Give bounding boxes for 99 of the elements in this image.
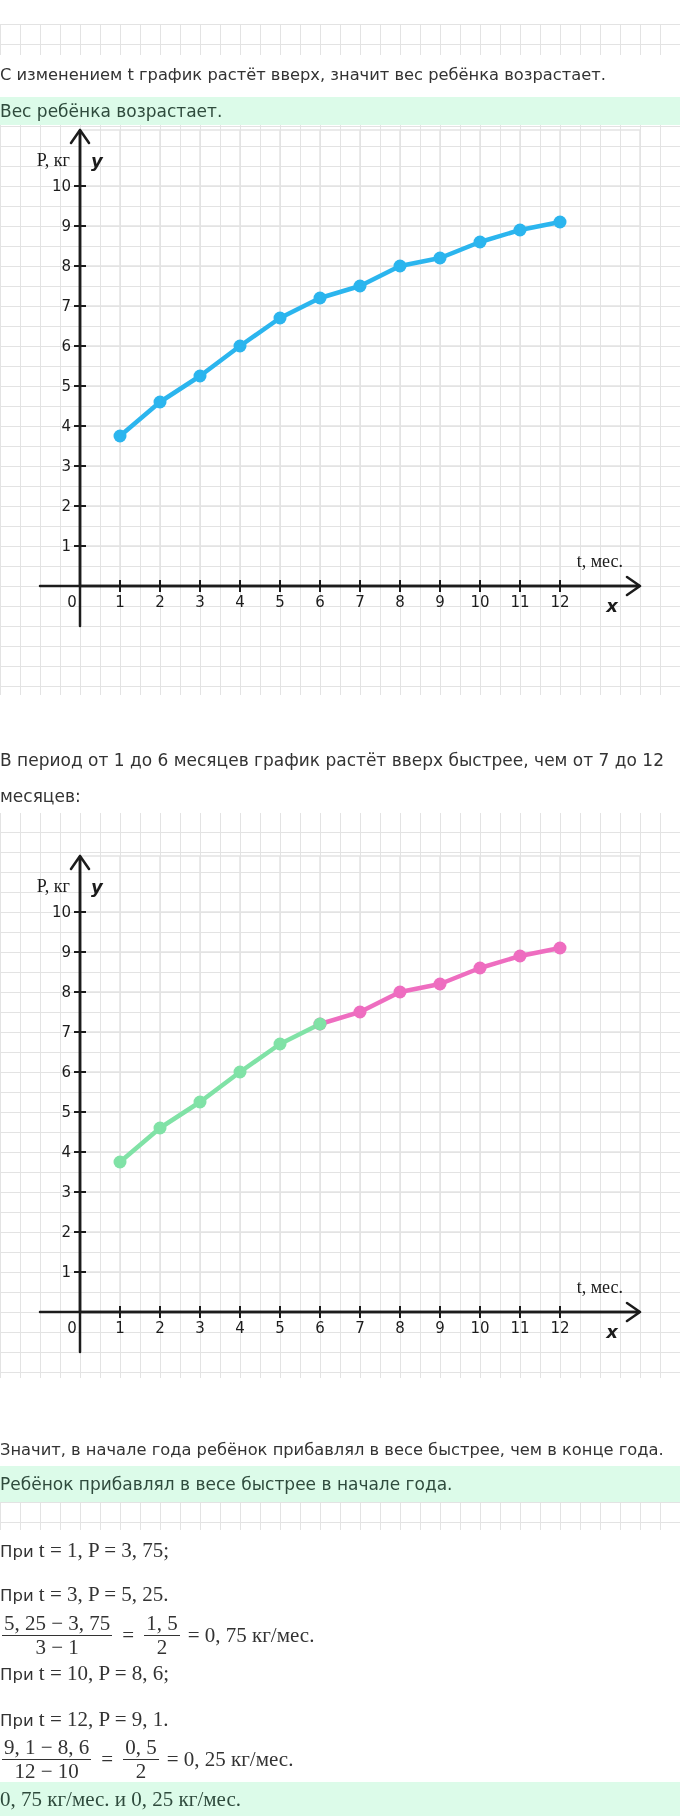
point <box>153 395 167 409</box>
x-tick-label: 9 <box>435 1319 445 1337</box>
x-tick-label: 11 <box>510 593 530 611</box>
point <box>433 977 447 991</box>
text: 1, 5 <box>144 1611 180 1636</box>
text: Значит, в начале года ребёнок прибавлял в весе быстрее, чем в конце года. <box>0 1439 665 1461</box>
x-tick-label: 4 <box>235 1319 245 1337</box>
point <box>393 985 407 999</box>
y-tick-label: 4 <box>61 417 71 435</box>
text: В период от 1 до 6 месяцев график растёт вверх быстрее, чем от 7 до 12 месяцев: <box>0 749 665 808</box>
x-tick-label: 0 <box>67 1319 77 1337</box>
y-tick-label: 3 <box>61 1183 71 1201</box>
x-tick-label: 6 <box>315 1319 325 1337</box>
text: 0, 75 кг/мес. и 0, 25 кг/мес. <box>0 1782 680 1816</box>
x-tick-label: 8 <box>395 1319 405 1337</box>
point <box>473 235 487 249</box>
x-tick-label: 10 <box>470 593 490 611</box>
text: 2 <box>135 1759 147 1783</box>
text: При t = 12, P = 9, 1. <box>0 1707 169 1731</box>
x-tick-label: 7 <box>355 1319 365 1337</box>
y-axis-title: P, кг <box>36 150 70 170</box>
y-tick-label: 5 <box>61 1103 71 1121</box>
point <box>193 369 207 383</box>
x-tick-label: 12 <box>550 593 570 611</box>
y-tick-label: 5 <box>61 377 71 395</box>
point <box>473 961 487 975</box>
y-tick-label: 10 <box>51 903 71 921</box>
x-tick-label: 6 <box>315 593 325 611</box>
x-tick-label: 7 <box>355 593 365 611</box>
x-tick-label: 12 <box>550 1319 570 1337</box>
text: = <box>122 1623 135 1648</box>
point <box>233 1065 247 1079</box>
text: 5, 25 − 3, 75 <box>2 1611 113 1636</box>
x-tick-label: 5 <box>275 1319 285 1337</box>
text: При t = 10, P = 8, 6; <box>0 1661 170 1685</box>
point <box>553 941 567 955</box>
point <box>353 1005 367 1019</box>
y-tick-label: 1 <box>61 537 71 555</box>
annotation: y <box>91 149 104 171</box>
point <box>113 429 127 443</box>
x-axis-title: t, мес. <box>576 551 623 571</box>
text: Вес ребёнка возрастает. <box>0 97 680 125</box>
point <box>273 311 287 325</box>
text: С изменением t график растёт вверх, значит вес ребёнка возрастает. <box>0 64 607 86</box>
text: При t = 3, P = 5, 25. <box>0 1582 169 1606</box>
x-tick-label: 9 <box>435 593 445 611</box>
text: x <box>605 594 620 616</box>
point <box>273 1037 287 1051</box>
y-tick-label: 6 <box>61 337 71 355</box>
x-tick-label: 0 <box>67 593 77 611</box>
y-tick-label: 6 <box>61 1063 71 1081</box>
text: = 0, 75 кг/мес. <box>187 1623 315 1648</box>
x-tick-label: 8 <box>395 593 405 611</box>
text: = <box>101 1747 114 1772</box>
point <box>353 279 367 293</box>
x-tick-label: 4 <box>235 593 245 611</box>
annotation: y <box>91 875 104 897</box>
y-tick-label: 3 <box>61 457 71 475</box>
x-tick-label: 3 <box>195 593 205 611</box>
x-tick-label: 1 <box>115 593 125 611</box>
x-tick-label: 2 <box>155 1319 165 1337</box>
text: Ребёнок прибавлял в весе быстрее в начале года. <box>0 1466 680 1502</box>
y-tick-label: 9 <box>61 943 71 961</box>
x-tick-label: 5 <box>275 593 285 611</box>
x-axis-title: t, мес. <box>576 1277 623 1297</box>
text: 2 <box>156 1635 168 1659</box>
point <box>113 1155 127 1169</box>
text: При t = 1, P = 3, 75; <box>0 1538 170 1562</box>
x-tick-label: 3 <box>195 1319 205 1337</box>
y-tick-label: 8 <box>61 257 71 275</box>
y-tick-label: 1 <box>61 1263 71 1281</box>
y-tick-label: 7 <box>61 1023 71 1041</box>
point <box>313 291 327 305</box>
text: 3 − 1 <box>35 1635 79 1659</box>
point <box>193 1095 207 1109</box>
y-tick-label: 2 <box>61 497 71 515</box>
y-tick-label: 10 <box>51 177 71 195</box>
point <box>433 251 447 265</box>
y-axis-title: P, кг <box>36 876 70 896</box>
text: x <box>605 1320 620 1342</box>
y-tick-label: 2 <box>61 1223 71 1241</box>
y-tick-label: 9 <box>61 217 71 235</box>
x-tick-label: 11 <box>510 1319 530 1337</box>
y-tick-label: 4 <box>61 1143 71 1161</box>
x-tick-label: 1 <box>115 1319 125 1337</box>
y-tick-label: 7 <box>61 297 71 315</box>
text: 12 − 10 <box>14 1759 79 1783</box>
text: = 0, 25 кг/мес. <box>166 1747 294 1772</box>
x-tick-label: 10 <box>470 1319 490 1337</box>
x-tick-label: 2 <box>155 593 165 611</box>
point <box>553 215 567 229</box>
point <box>513 223 527 237</box>
point <box>233 339 247 353</box>
point <box>513 949 527 963</box>
y-tick-label: 8 <box>61 983 71 1001</box>
point <box>393 259 407 273</box>
text: 9, 1 − 8, 6 <box>2 1735 92 1760</box>
text: 0, 5 <box>123 1735 159 1760</box>
point <box>153 1121 167 1135</box>
